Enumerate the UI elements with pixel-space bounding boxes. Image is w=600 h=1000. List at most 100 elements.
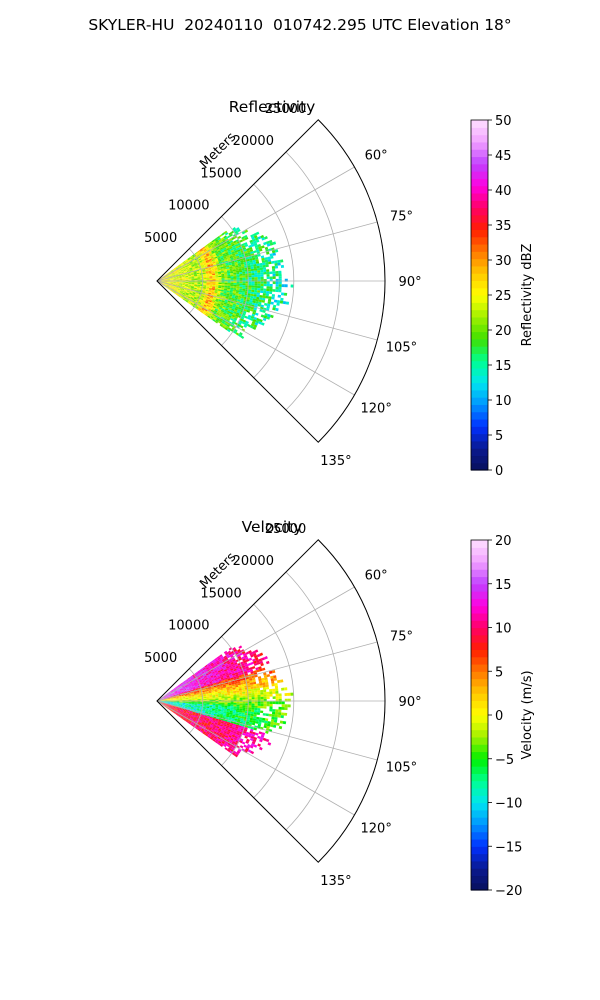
data-cell bbox=[266, 703, 270, 707]
data-cell bbox=[161, 279, 165, 281]
colorbar-tick-label: 30 bbox=[495, 254, 512, 269]
data-cell bbox=[173, 703, 177, 705]
data-cell bbox=[223, 302, 228, 305]
data-cell bbox=[174, 289, 178, 292]
data-cell bbox=[263, 674, 268, 678]
data-cell bbox=[226, 709, 231, 711]
radial-tick-label: 25000 bbox=[265, 522, 306, 537]
data-cell bbox=[176, 700, 180, 701]
data-cell bbox=[194, 282, 198, 284]
data-cell bbox=[218, 664, 222, 668]
data-cell bbox=[164, 278, 168, 280]
data-cell bbox=[182, 266, 185, 268]
data-cell bbox=[272, 304, 277, 308]
data-cell bbox=[179, 292, 183, 295]
data-cell bbox=[181, 286, 185, 288]
data-cell bbox=[227, 284, 231, 287]
data-cell bbox=[257, 692, 261, 695]
data-cell bbox=[230, 310, 234, 313]
data-cell bbox=[245, 320, 249, 324]
data-cell bbox=[166, 284, 170, 286]
panel-title: Velocity bbox=[242, 518, 303, 536]
data-cell bbox=[259, 682, 263, 686]
data-cell bbox=[190, 271, 194, 273]
data-cell bbox=[186, 719, 189, 722]
data-cell bbox=[197, 670, 201, 673]
data-cell bbox=[190, 692, 194, 694]
data-cell bbox=[228, 327, 232, 331]
data-cell bbox=[212, 680, 216, 683]
data-cell bbox=[194, 715, 198, 717]
data-cell bbox=[239, 740, 243, 744]
data-cell bbox=[213, 248, 218, 252]
data-cell bbox=[170, 702, 174, 704]
data-cell bbox=[174, 690, 178, 693]
data-cell bbox=[182, 703, 186, 705]
data-cell bbox=[218, 259, 222, 262]
data-cell bbox=[238, 712, 242, 715]
data-cell bbox=[242, 312, 246, 316]
data-cell bbox=[259, 717, 263, 720]
data-cell bbox=[250, 241, 254, 245]
data-cell bbox=[215, 285, 219, 287]
data-cell bbox=[209, 274, 213, 276]
data-cell bbox=[167, 282, 171, 284]
data-cell bbox=[203, 311, 207, 314]
data-cell bbox=[178, 287, 182, 290]
data-cell bbox=[197, 278, 201, 280]
data-cell bbox=[163, 697, 167, 699]
data-cell bbox=[266, 269, 270, 272]
data-cell bbox=[220, 266, 224, 269]
data-cell bbox=[182, 680, 186, 684]
data-cell bbox=[263, 701, 267, 704]
data-cell bbox=[180, 296, 184, 300]
data-cell bbox=[223, 304, 227, 307]
data-cell bbox=[221, 705, 225, 708]
data-cell bbox=[212, 727, 216, 730]
data-cell bbox=[175, 693, 179, 695]
data-cell bbox=[247, 252, 251, 255]
data-cell bbox=[236, 288, 240, 291]
data-cell bbox=[167, 698, 171, 700]
data-cell bbox=[216, 667, 220, 671]
data-cell bbox=[190, 297, 194, 300]
data-cell bbox=[247, 307, 251, 311]
data-cell bbox=[231, 684, 236, 687]
data-cell bbox=[241, 245, 246, 249]
data-cell bbox=[195, 253, 199, 257]
data-cell bbox=[222, 245, 226, 249]
data-cell bbox=[225, 653, 230, 657]
data-cell bbox=[176, 696, 179, 698]
data-cell bbox=[229, 290, 233, 293]
data-cell bbox=[232, 714, 236, 717]
data-cell bbox=[221, 664, 226, 668]
data-cell bbox=[179, 711, 183, 714]
data-cell bbox=[206, 277, 210, 280]
data-cell bbox=[170, 282, 174, 284]
data-cell bbox=[228, 307, 232, 311]
data-cell bbox=[204, 733, 208, 737]
data-cell bbox=[181, 272, 185, 274]
data-cell bbox=[278, 273, 282, 277]
data-cell bbox=[218, 719, 222, 722]
data-cell bbox=[186, 711, 190, 713]
data-cell bbox=[182, 698, 186, 700]
data-cell bbox=[191, 715, 195, 718]
data-cell bbox=[200, 255, 204, 259]
data-cell bbox=[230, 287, 234, 290]
data-cell bbox=[215, 693, 219, 695]
data-cell bbox=[178, 692, 182, 695]
data-cell bbox=[173, 284, 176, 286]
data-cell bbox=[206, 705, 210, 707]
data-cell bbox=[202, 709, 206, 711]
data-cell bbox=[166, 696, 170, 698]
data-cell bbox=[233, 750, 237, 754]
data-cell bbox=[200, 729, 204, 733]
data-cell bbox=[253, 736, 258, 741]
data-cell bbox=[176, 697, 180, 699]
data-cell bbox=[171, 708, 175, 710]
data-cell bbox=[222, 325, 226, 329]
data-cell bbox=[259, 309, 263, 313]
data-cell bbox=[185, 704, 189, 706]
data-cell bbox=[251, 313, 255, 317]
